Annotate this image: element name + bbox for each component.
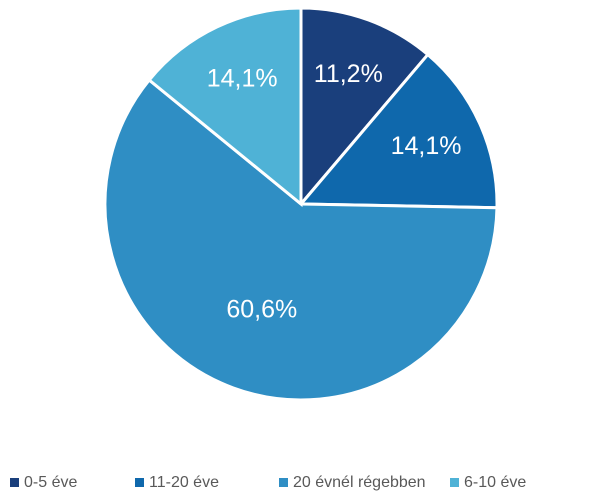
legend-swatch <box>279 478 288 487</box>
legend-label: 0-5 éve <box>24 474 77 491</box>
pie-slice <box>299 6 430 209</box>
pie-slice <box>103 77 499 402</box>
legend-swatch <box>135 478 144 487</box>
legend-label: 11-20 éve <box>149 474 219 491</box>
data-label: 14,1% <box>391 132 462 160</box>
legend-label: 6-10 éve <box>464 474 526 491</box>
data-label: 14,1% <box>207 65 278 93</box>
legend-swatch <box>10 478 19 487</box>
data-label: 11,2% <box>314 60 383 88</box>
legend-label: 20 évnél régebben <box>293 474 426 491</box>
pie-slice <box>297 52 499 210</box>
pie-slice <box>147 6 303 208</box>
legend-swatch <box>450 478 459 487</box>
data-label: 60,6% <box>226 295 297 323</box>
